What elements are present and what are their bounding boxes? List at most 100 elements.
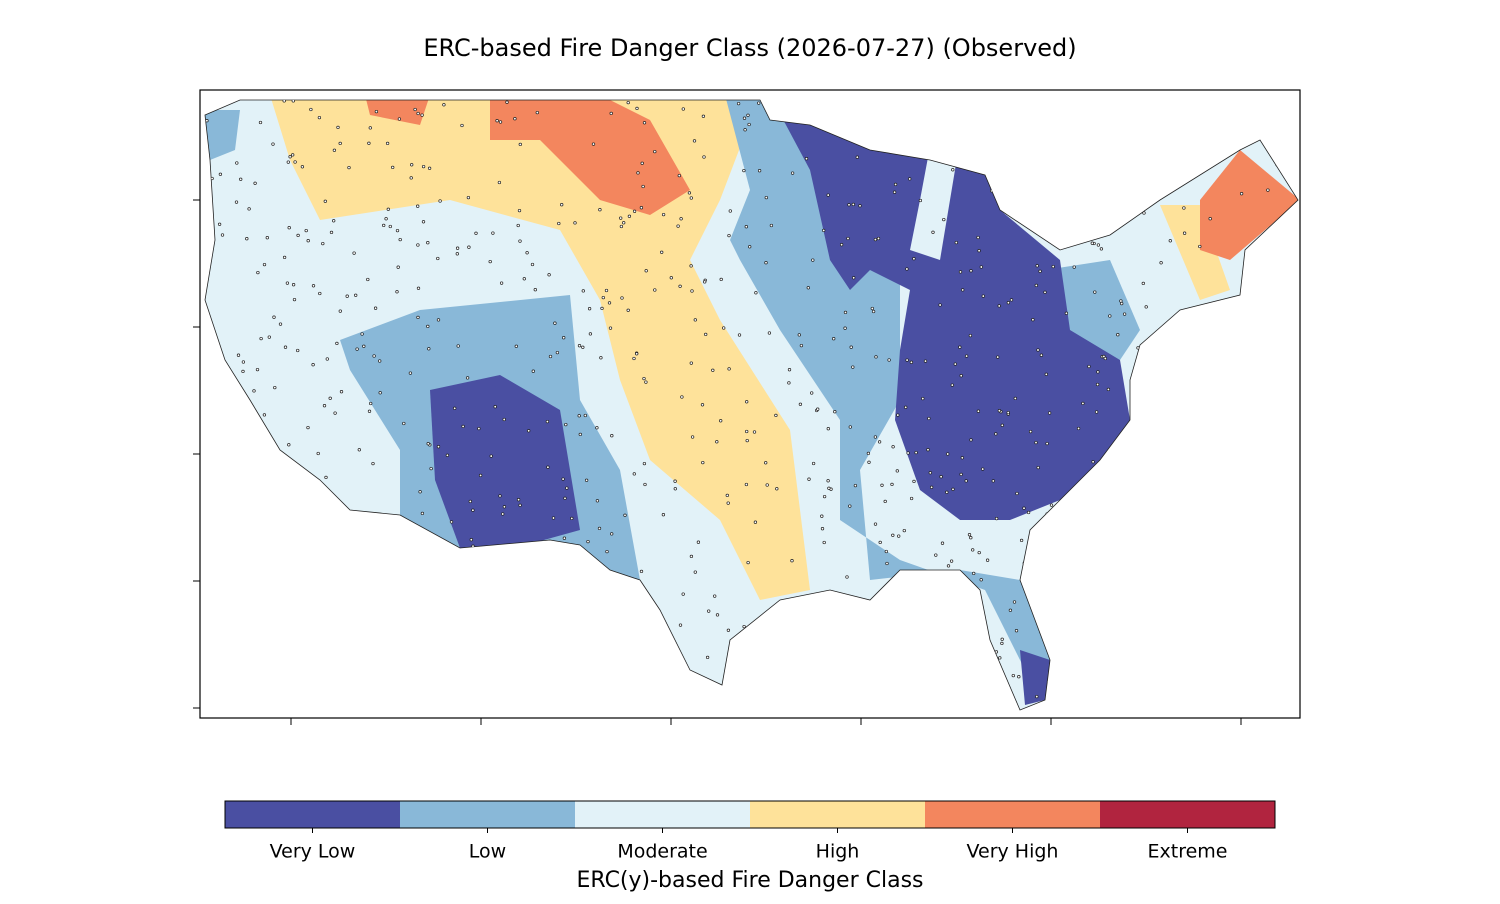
station-dot [690, 289, 694, 293]
station-dot [661, 513, 666, 517]
station-dot [205, 306, 206, 310]
station-dot [1096, 243, 1101, 247]
station-dot [790, 171, 795, 175]
station-dot [657, 690, 661, 694]
station-dot [1076, 426, 1081, 431]
station-dot [1182, 231, 1187, 235]
station-dot [790, 559, 794, 563]
station-dot [1106, 387, 1111, 392]
station-dot [1212, 586, 1217, 590]
station-dot [1091, 460, 1095, 464]
station-dot [467, 245, 471, 249]
colorbar-class-label: Moderate [617, 841, 707, 863]
station-dot [1169, 627, 1174, 631]
station-dot [472, 625, 476, 629]
station-dot [876, 236, 881, 241]
station-dot [1248, 433, 1253, 437]
station-dot [285, 281, 290, 285]
station-dot [1159, 261, 1163, 265]
station-dot [1024, 172, 1028, 177]
station-dot [972, 571, 976, 576]
station-dot [690, 435, 695, 439]
station-dot [208, 227, 212, 231]
station-dot [1186, 598, 1190, 603]
station-dot [563, 496, 567, 500]
colorbar-class-label: Low [469, 841, 506, 863]
station-dot [436, 256, 440, 261]
danger-region [725, 100, 1050, 700]
station-dot [372, 354, 376, 358]
station-dot [1132, 672, 1136, 677]
station-dot [1157, 442, 1161, 446]
station-dot [732, 659, 736, 663]
station-dot [1266, 188, 1270, 192]
station-dot [384, 217, 388, 221]
station-dot [1086, 697, 1091, 701]
station-dot [727, 233, 731, 238]
station-dot [456, 666, 460, 670]
station-dot [514, 344, 518, 348]
station-dot [769, 223, 774, 228]
station-dot [944, 597, 948, 601]
station-dot [971, 548, 975, 552]
station-dot [395, 290, 399, 294]
station-dot [952, 607, 956, 611]
station-dot [465, 376, 470, 380]
station-dot [908, 177, 912, 181]
station-dot [976, 700, 980, 705]
station-dot [820, 96, 823, 99]
station-dot [1051, 264, 1055, 269]
station-dot [598, 208, 602, 212]
station-dot [1009, 298, 1014, 302]
station-dot [754, 291, 758, 295]
station-dot [702, 155, 706, 159]
station-dot [726, 501, 730, 505]
station-dot [891, 445, 895, 449]
station-dot [1198, 374, 1202, 379]
station-dot [635, 106, 639, 111]
station-dot [852, 276, 856, 280]
station-dot [491, 231, 495, 235]
station-dot [736, 101, 741, 106]
station-dot [1248, 128, 1252, 132]
station-dot [703, 280, 707, 284]
station-dot [1043, 290, 1047, 294]
colorbar-class-label: Very Low [270, 841, 356, 863]
station-dot [1173, 601, 1177, 605]
station-dot [202, 660, 205, 663]
station-dot [1072, 637, 1076, 641]
station-dot [875, 671, 879, 676]
station-dot [1221, 411, 1225, 416]
station-dot [737, 333, 742, 337]
station-dot [1207, 547, 1211, 551]
station-dot [220, 233, 225, 237]
station-dot [826, 427, 830, 431]
station-dot [336, 681, 340, 685]
station-dot [349, 664, 354, 669]
station-dot [678, 284, 682, 288]
station-dot [1034, 440, 1038, 445]
station-dot [1076, 157, 1080, 162]
station-dot [1137, 189, 1141, 193]
station-dot [471, 508, 475, 512]
station-dot [1108, 314, 1112, 318]
station-dot [902, 528, 906, 533]
station-dot [820, 514, 824, 518]
station-dot [378, 359, 382, 363]
station-dot [201, 413, 204, 416]
station-dot [570, 516, 574, 521]
station-dot [323, 199, 327, 203]
station-dot [669, 276, 673, 280]
station-dot [288, 668, 292, 672]
station-dot [991, 479, 995, 483]
station-dot [436, 318, 441, 322]
station-dot [1271, 349, 1275, 353]
station-dot [555, 350, 560, 355]
station-dot [209, 247, 214, 251]
station-dot [725, 493, 729, 498]
station-dot [438, 199, 442, 203]
station-dot [418, 490, 422, 494]
station-dot [429, 466, 433, 471]
station-dot [918, 198, 923, 203]
station-dot [887, 103, 891, 107]
